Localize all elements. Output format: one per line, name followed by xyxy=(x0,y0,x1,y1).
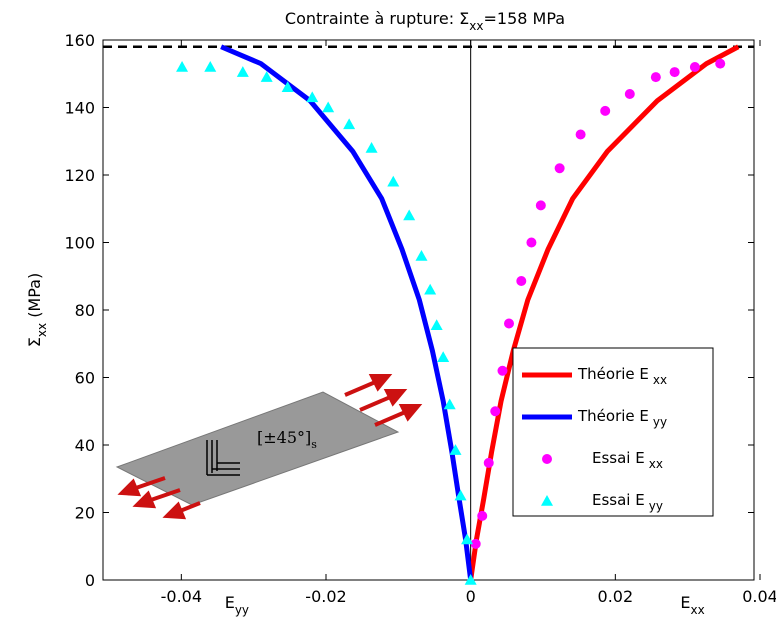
x-tick-label: 0.04 xyxy=(742,587,776,606)
test-point xyxy=(526,237,537,248)
y-tick-label: 0 xyxy=(85,571,95,590)
test-point xyxy=(176,61,189,72)
test-point xyxy=(624,89,635,99)
test-point xyxy=(430,319,443,330)
x-axis-label-sub: xx xyxy=(691,603,705,617)
legend-swatch xyxy=(541,495,553,506)
y-tick-label: 120 xyxy=(64,166,95,185)
test-point xyxy=(322,101,335,113)
test-point xyxy=(387,175,400,187)
y-tick-label: 20 xyxy=(75,504,95,523)
legend-label-sub: yy xyxy=(649,499,663,513)
x-axis-label-main: E xyxy=(680,593,690,612)
test-point xyxy=(464,574,477,585)
test-point xyxy=(461,533,474,545)
test-point xyxy=(415,250,428,261)
legend-label: Essai E yy xyxy=(592,491,663,513)
y-tick-label: 100 xyxy=(64,234,95,253)
test-point xyxy=(535,200,546,211)
test-point xyxy=(600,105,611,116)
y-tick-label: 160 xyxy=(64,31,95,50)
x-tick-label: -0.02 xyxy=(305,587,346,606)
test-point xyxy=(204,61,217,72)
x-axis-label: Eyy xyxy=(225,593,249,617)
x-tick-label: 0.02 xyxy=(598,587,634,606)
test-point xyxy=(477,510,488,521)
legend-label: Théorie E xx xyxy=(577,365,667,387)
test-point xyxy=(281,81,294,93)
test-point xyxy=(715,58,726,69)
legend-label-main: Essai E xyxy=(592,449,645,467)
legend-swatch xyxy=(542,454,552,464)
legend-label-sub: yy xyxy=(653,415,667,429)
specimen-illustration: [±45°]s xyxy=(115,374,423,520)
test-point xyxy=(437,351,450,363)
test-point xyxy=(454,489,467,501)
test-point xyxy=(669,67,680,78)
test-point xyxy=(470,538,481,549)
load-arrows xyxy=(117,374,423,520)
layup-label: [±45°]s xyxy=(257,428,317,451)
test-point xyxy=(554,163,565,174)
test-point xyxy=(236,66,249,77)
test-point xyxy=(490,406,501,417)
x-tick-label: 0 xyxy=(466,587,476,606)
test-point xyxy=(365,142,378,153)
chart-title: Contrainte à rupture: Σxx=158 MPa xyxy=(285,9,565,33)
legend-label-sub: xx xyxy=(653,373,667,387)
legend-label-main: Théorie E xyxy=(577,407,649,425)
test-point xyxy=(260,71,273,82)
test-point xyxy=(650,72,661,83)
legend-label: Théorie E yy xyxy=(577,407,667,429)
test-point xyxy=(504,318,515,329)
ply-lines xyxy=(206,440,240,476)
test-point xyxy=(343,118,356,130)
x-axis-label: Exx xyxy=(680,593,704,617)
test-point xyxy=(443,398,456,410)
test-point xyxy=(689,62,700,72)
test-point xyxy=(497,365,508,376)
test-point xyxy=(483,457,494,468)
theory-curve xyxy=(468,44,740,581)
y-axis-label: Σxx (MPa) xyxy=(25,273,49,347)
y-tick-label: 40 xyxy=(75,436,95,455)
x-axis-label-main: E xyxy=(225,593,235,612)
test-point xyxy=(306,91,319,103)
legend-label-main: Théorie E xyxy=(577,365,649,383)
test-point xyxy=(403,209,416,221)
test-point xyxy=(516,275,527,286)
test-point xyxy=(424,283,437,295)
legend-label-main: Essai E xyxy=(592,491,645,509)
y-tick-label: 140 xyxy=(64,99,95,118)
x-tick-label: -0.04 xyxy=(161,587,202,606)
y-tick-label: 80 xyxy=(75,301,95,320)
x-axis-label-sub: yy xyxy=(235,603,249,617)
test-point xyxy=(449,444,462,455)
legend-label-sub: xx xyxy=(649,457,663,471)
y-tick-label: 60 xyxy=(75,369,95,388)
plate xyxy=(115,391,400,506)
legend-label: Essai E xx xyxy=(592,449,663,471)
test-point xyxy=(575,129,586,140)
